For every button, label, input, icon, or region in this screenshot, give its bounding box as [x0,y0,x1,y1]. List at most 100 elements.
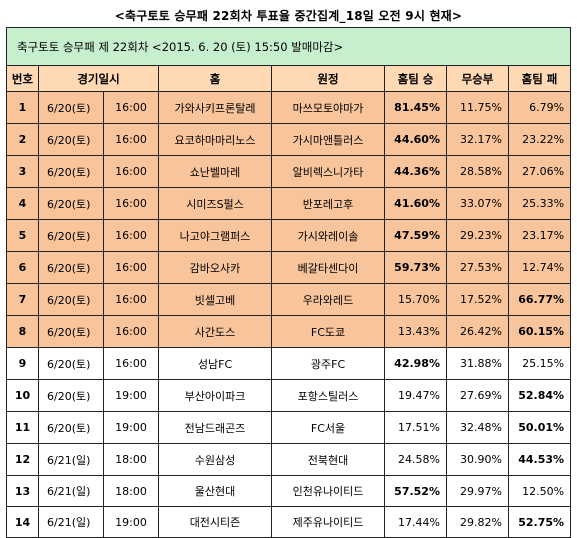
row-number: 7 [6,283,39,316]
row-home-team: 시미즈S펄스 [158,187,272,220]
row-away-team: 반포레고후 [271,187,385,220]
row-date: 6/20(토) [38,347,104,380]
row-home-team: 성남FC [158,347,272,380]
row-away-team: 광주FC [271,347,385,380]
row-number: 5 [6,219,39,252]
table-row: 6 6/20(토) 16:00 감바오사카 베갈타센다이 59.73% 27.53% 12.7… [6,251,572,284]
row-home-loss-rate: 60.15% [507,315,572,348]
table-row: 10 6/20(토) 19:00 부산아이파크 포항스틸러스 19.47% 27.69% 52… [6,379,572,412]
row-time: 16:00 [103,123,159,156]
table-row: 3 6/20(토) 16:00 쇼난벨마레 알비렉스니가타 44.36% 28.58% 27.… [6,155,572,188]
row-home-win-rate: 42.98% [384,347,447,380]
row-draw-rate: 32.17% [446,123,509,156]
row-away-team: 가시와레이솔 [271,219,385,252]
row-away-team: 알비렉스니가타 [271,155,385,188]
row-home-win-rate: 44.60% [384,123,447,156]
row-time: 16:00 [103,251,159,284]
row-home-win-rate: 47.59% [384,219,447,252]
row-draw-rate: 11.75% [446,91,509,124]
row-draw-rate: 30.90% [446,443,509,476]
row-away-team: 제주유나이티드 [271,506,385,538]
row-date: 6/21(일) [38,506,104,538]
row-home-win-rate: 19.47% [384,379,447,412]
row-home-loss-rate: 52.84% [507,379,572,412]
row-away-team: FC서울 [271,411,385,444]
row-home-loss-rate: 12.50% [507,475,572,507]
row-date: 6/21(일) [38,443,104,476]
row-number: 14 [6,506,39,538]
row-away-team: FC도쿄 [271,315,385,348]
row-home-win-rate: 13.43% [384,315,447,348]
row-draw-rate: 29.23% [446,219,509,252]
row-away-team: 우라와레드 [271,283,385,316]
row-number: 10 [6,379,39,412]
row-home-loss-rate: 12.74% [507,251,572,284]
row-draw-rate: 27.69% [446,379,509,412]
table-row: 4 6/20(토) 16:00 시미즈S펄스 반포레고후 41.60% 33.07% 25.3… [6,187,572,220]
row-time: 16:00 [103,91,159,124]
row-date: 6/20(토) [38,91,104,124]
header-home: 홈 [158,65,272,92]
row-home-team: 가와사키프론탈레 [158,91,272,124]
header-row: 번호 경기일시 홈 원정 홈팀 승 무승부 홈팀 패 [6,65,572,92]
header-draw: 무승부 [446,65,509,92]
row-time: 16:00 [103,283,159,316]
row-home-win-rate: 41.60% [384,187,447,220]
row-draw-rate: 33.07% [446,187,509,220]
row-number: 6 [6,251,39,284]
row-draw-rate: 29.97% [446,475,509,507]
row-home-team: 나고야그램퍼스 [158,219,272,252]
row-home-team: 대전시티즌 [158,506,272,538]
row-date: 6/20(토) [38,155,104,188]
header-home-win: 홈팀 승 [384,65,447,92]
table-row: 11 6/20(토) 19:00 전남드래곤즈 FC서울 17.51% 32.48% 50.0… [6,411,572,444]
row-home-team: 쇼난벨마레 [158,155,272,188]
table-row: 9 6/20(토) 16:00 성남FC 광주FC 42.98% 31.88% 25.15% [6,347,572,380]
row-time: 18:00 [103,475,159,507]
row-home-team: 빗셀고베 [158,283,272,316]
header-home-loss: 홈팀 패 [507,65,572,92]
row-home-loss-rate: 23.22% [507,123,572,156]
row-time: 16:00 [103,347,159,380]
header-no: 번호 [6,65,39,92]
row-home-team: 수원삼성 [158,443,272,476]
row-number: 1 [6,91,39,124]
row-home-loss-rate: 44.53% [507,443,572,476]
subtitle-row: 축구토토 승무패 제 22회차 <2015. 6. 20 (토) 15:50 발… [5,27,572,66]
row-home-loss-rate: 27.06% [507,155,572,188]
row-home-win-rate: 24.58% [384,443,447,476]
row-date: 6/20(토) [38,251,104,284]
row-home-team: 요코하마마리노스 [158,123,272,156]
row-time: 16:00 [103,187,159,220]
row-date: 6/20(토) [38,411,104,444]
table-row: 7 6/20(토) 16:00 빗셀고베 우라와레드 15.70% 17.52% 66.77% [6,283,572,316]
row-date: 6/20(토) [38,187,104,220]
row-home-team: 감바오사카 [158,251,272,284]
row-time: 16:00 [103,219,159,252]
row-home-loss-rate: 25.15% [507,347,572,380]
row-away-team: 가시마앤틀러스 [271,123,385,156]
row-draw-rate: 31.88% [446,347,509,380]
row-number: 8 [6,315,39,348]
row-draw-rate: 28.58% [446,155,509,188]
row-time: 18:00 [103,443,159,476]
row-time: 19:00 [103,411,159,444]
row-date: 6/20(토) [38,379,104,412]
row-away-team: 전북현대 [271,443,385,476]
row-home-loss-rate: 66.77% [507,283,572,316]
row-home-loss-rate: 23.17% [507,219,572,252]
row-number: 13 [6,475,39,507]
table-row: 14 6/21(일) 19:00 대전시티즌 제주유나이티드 17.44% 29.82% 52… [6,506,572,538]
row-home-win-rate: 15.70% [384,283,447,316]
row-home-team: 사간도스 [158,315,272,348]
row-date: 6/21(일) [38,475,104,507]
row-home-team: 부산아이파크 [158,379,272,412]
row-draw-rate: 29.82% [446,506,509,538]
row-away-team: 베갈타센다이 [271,251,385,284]
row-date: 6/20(토) [38,123,104,156]
row-home-win-rate: 57.52% [384,475,447,507]
row-home-win-rate: 17.51% [384,411,447,444]
header-datetime: 경기일시 [38,65,159,92]
row-time: 16:00 [103,315,159,348]
row-draw-rate: 27.53% [446,251,509,284]
